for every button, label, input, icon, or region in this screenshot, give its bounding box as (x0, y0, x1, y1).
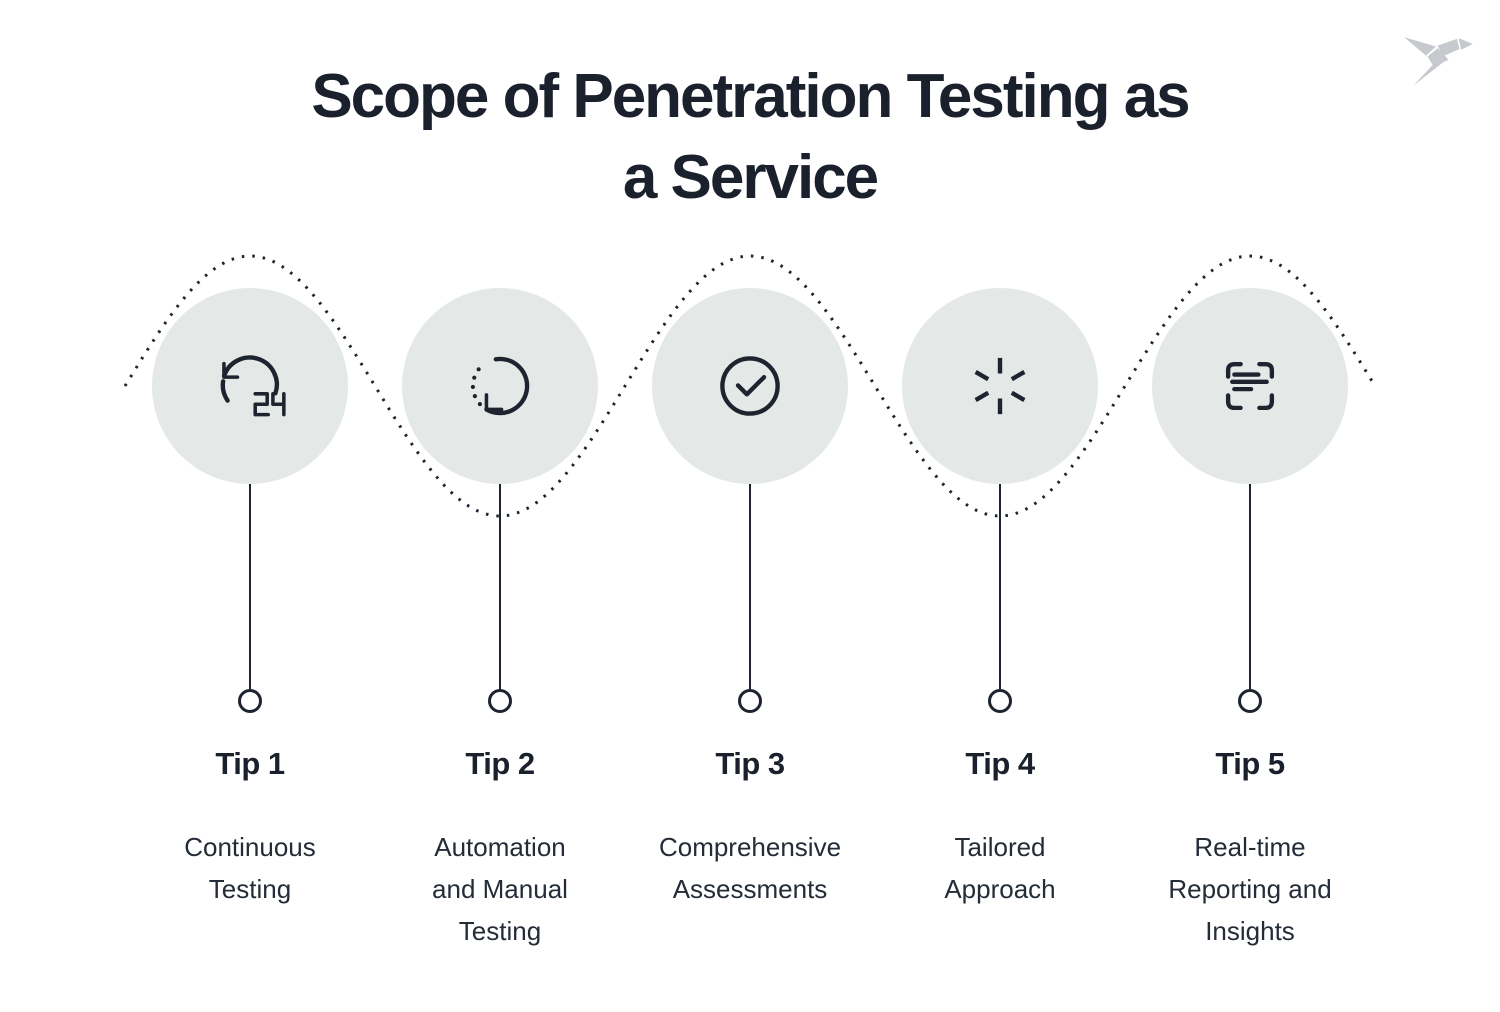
connector-stem (998, 484, 1001, 690)
connector-stem (748, 484, 751, 690)
tip-label: Tip 5 (1215, 746, 1285, 781)
tip-description: Automation and Manual Testing (432, 832, 568, 946)
tip-column-2: Tip 2 Automation and Manual Testing (375, 0, 625, 1012)
tip-label: Tip 1 (215, 746, 285, 781)
bird-head (1437, 38, 1460, 57)
tip-column-1: Tip 1 Continuous Testing (125, 0, 375, 1012)
scan-report-icon (1225, 361, 1275, 411)
page-title: Scope of Penetration Testing as a Servic… (0, 56, 1500, 218)
connector-stem (248, 484, 251, 690)
24-hours-refresh-icon (220, 355, 286, 417)
icon-bubble-3 (652, 288, 848, 484)
spinner-burst-icon (974, 357, 1026, 415)
wave-path (123, 254, 1375, 518)
rotate-arrow-icon (470, 356, 530, 416)
tip-label: Tip 3 (715, 746, 785, 781)
connector-node-circle (488, 689, 512, 713)
connector-stem (1248, 484, 1251, 690)
tip-column-3: Tip 3 Comprehensive Assessments (625, 0, 875, 1012)
tip-description: Comprehensive Assessments (658, 832, 842, 904)
bird-tail (1413, 60, 1446, 86)
check-circle-icon (720, 356, 780, 416)
bird-wing (1404, 37, 1436, 56)
connector-node-circle (238, 689, 262, 713)
connector-node-circle (1238, 689, 1262, 713)
page-title-line1: Scope of Penetration Testing as (311, 62, 1190, 131)
origami-bird-logo-icon (1404, 37, 1473, 86)
page-title-line2: a Service (622, 143, 879, 212)
tip-column-5: Tip 5 Real-time Reporting and Insights (1125, 0, 1375, 1012)
bird-beak (1458, 38, 1473, 50)
connector-stem (498, 484, 501, 690)
tip-label: Tip 2 (465, 746, 535, 781)
connector-node-circle (988, 689, 1012, 713)
tip-column-4: Tip 4 Tailored Approach (875, 0, 1125, 1012)
icon-bubble-2 (402, 288, 598, 484)
tip-description: Continuous Testing (184, 832, 316, 904)
tip-description: Tailored Approach (944, 832, 1056, 904)
tip-description: Real-time Reporting and Insights (1168, 832, 1332, 946)
connector-node-circle (738, 689, 762, 713)
icon-bubble-4 (902, 288, 1098, 484)
icon-bubble-1 (152, 288, 348, 484)
tip-label: Tip 4 (965, 746, 1035, 781)
icon-bubble-5 (1152, 288, 1348, 484)
